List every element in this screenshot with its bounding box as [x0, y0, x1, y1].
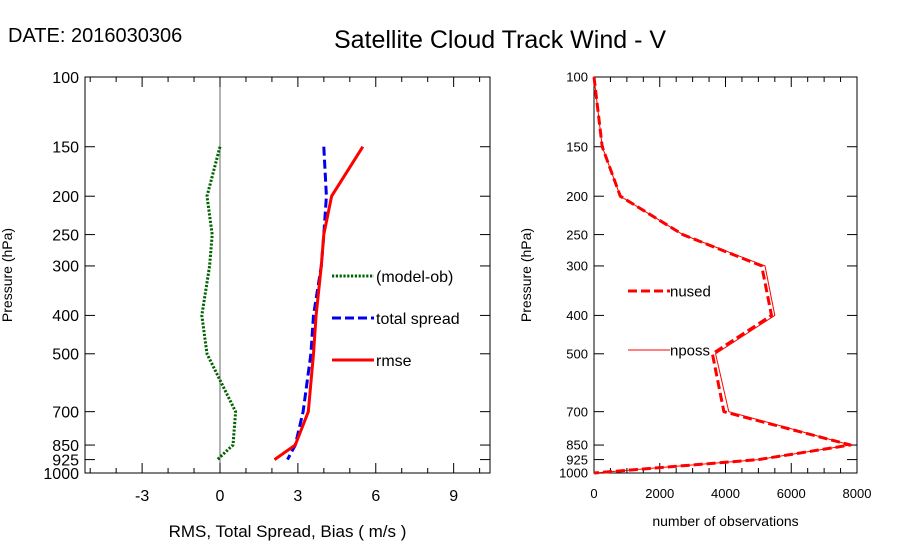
- x-tick-label: 0: [590, 486, 597, 501]
- x-tick-label: 0: [216, 488, 225, 505]
- y-tick-label: 300: [566, 259, 588, 274]
- x-tick-label: 6: [371, 488, 380, 505]
- y-tick-label: 500: [52, 347, 79, 364]
- x-tick-label: 6000: [777, 486, 806, 501]
- plot-frame: [84, 76, 491, 474]
- y-axis-label: Pressure (hPa): [0, 228, 15, 322]
- y-tick-label: 700: [52, 404, 79, 421]
- series-line-nused: [592, 76, 852, 475]
- x-axis-label: RMS, Total Spread, Bias ( m/s ): [169, 522, 407, 541]
- y-axis-label: Pressure (hPa): [518, 228, 534, 322]
- x-axis-label: number of observations: [652, 513, 798, 529]
- y-tick-label: 850: [566, 438, 588, 453]
- legend-label: nposs: [670, 342, 710, 359]
- y-tick-label: 200: [566, 189, 588, 204]
- x-tick-label: 3: [293, 488, 302, 505]
- series-line-model-ob: [200, 146, 238, 461]
- y-tick-label: 300: [52, 259, 79, 276]
- y-tick-label: 150: [52, 139, 79, 156]
- series-line-rmse: [273, 145, 365, 461]
- y-tick-label: 925: [566, 452, 588, 467]
- legend-label: rmse: [376, 353, 412, 370]
- legend-label: (model-ob): [376, 269, 453, 286]
- x-tick-label: 4000: [711, 486, 740, 501]
- y-tick-label: 400: [52, 308, 79, 325]
- y-tick-label: 1000: [43, 466, 79, 483]
- x-tick-label: 8000: [843, 486, 872, 501]
- y-tick-label: 100: [566, 70, 588, 85]
- x-tick-label: 9: [449, 488, 458, 505]
- legend-label: total spread: [376, 311, 460, 328]
- y-tick-label: 500: [566, 346, 588, 361]
- series-line-nposs: [593, 76, 851, 474]
- y-tick-label: 1000: [559, 466, 588, 481]
- x-tick-label: 2000: [645, 486, 674, 501]
- y-tick-label: 250: [566, 227, 588, 242]
- x-tick-label: -3: [135, 488, 149, 505]
- y-tick-label: 850: [52, 438, 79, 455]
- legend-label: nused: [670, 283, 711, 300]
- y-tick-label: 925: [52, 452, 79, 469]
- date-label: DATE: 2016030306: [8, 25, 182, 47]
- series-line-total-spread: [286, 146, 328, 461]
- y-tick-label: 250: [52, 227, 79, 244]
- y-tick-label: 700: [566, 404, 588, 419]
- y-tick-label: 200: [52, 189, 79, 206]
- y-tick-label: 400: [566, 308, 588, 323]
- y-tick-label: 150: [566, 139, 588, 154]
- y-tick-label: 100: [52, 70, 79, 87]
- chart-title: Satellite Cloud Track Wind - V: [334, 26, 666, 54]
